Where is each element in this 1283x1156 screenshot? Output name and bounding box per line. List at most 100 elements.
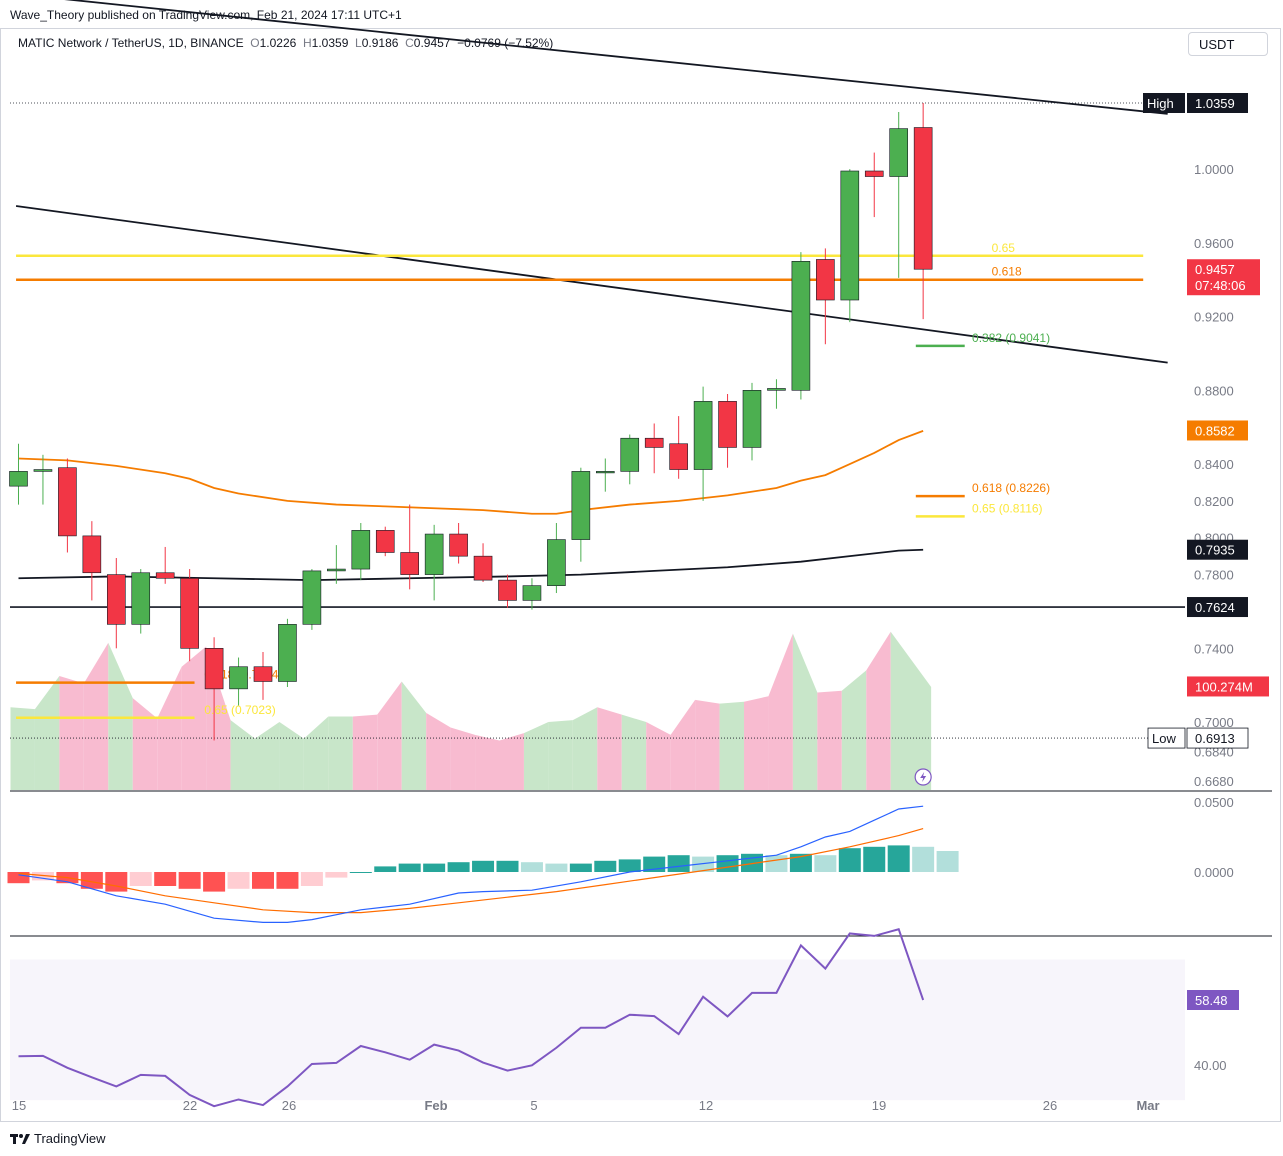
volume-profile-segment — [744, 696, 769, 790]
high-tag-bg — [1143, 93, 1185, 113]
candle-body — [155, 572, 175, 579]
footer-brand: TradingView — [10, 1131, 106, 1146]
time-tick-label: 26 — [282, 1098, 296, 1113]
candle-body — [400, 552, 420, 575]
volume-profile-segment — [475, 734, 500, 790]
volume-profile-segment — [401, 681, 427, 790]
price-tick-label: 0.9200 — [1194, 310, 1234, 325]
high-value-bg — [1187, 93, 1248, 113]
macd-histogram-bar — [789, 853, 812, 872]
candle-body — [693, 401, 713, 470]
time-tick-label: 26 — [1043, 1098, 1057, 1113]
macd-histogram-bar — [814, 855, 837, 872]
macd-histogram-bar — [7, 872, 30, 884]
candle-body — [791, 261, 811, 391]
candle-body — [840, 170, 860, 301]
macd-histogram-bar — [569, 863, 592, 872]
fib-label: 0.65 (0.8116) — [972, 501, 1043, 515]
time-tick-label: 22 — [183, 1098, 197, 1113]
price-label-value: 0.7624 — [1195, 600, 1235, 615]
macd-histogram-bar — [129, 872, 152, 886]
chart-frame — [0, 28, 1281, 1122]
macd-histogram-bar — [912, 846, 935, 872]
volume-profile-segment — [670, 699, 696, 790]
price-label-bg — [1187, 259, 1260, 296]
time-tick-label: Feb — [424, 1098, 447, 1113]
candle-body — [571, 471, 591, 540]
rsi-line — [18, 928, 925, 1108]
candle-body — [449, 533, 468, 557]
macd-histogram-bar — [887, 845, 910, 872]
volume-profile-segment — [572, 707, 598, 790]
macd-histogram-bar — [325, 872, 348, 878]
volume-profile-segment — [646, 722, 671, 790]
high-label: H — [303, 36, 312, 50]
high-value-label: 1.0359 — [1195, 96, 1235, 111]
macd-histogram-bar — [203, 872, 226, 892]
macd-histogram-bar — [276, 872, 299, 889]
candle-body — [131, 572, 151, 625]
time-tick-label: 15 — [12, 1098, 26, 1113]
price-label-value: 0.8582 — [1195, 423, 1235, 438]
volume-profile-segment — [132, 698, 158, 790]
volume-profile-segment — [866, 631, 891, 790]
price-label-bg — [1187, 539, 1248, 560]
volume-profile-segment — [548, 720, 573, 790]
high-tag-label: High — [1147, 96, 1174, 111]
volume-profile-segment — [157, 666, 182, 790]
candle-body — [9, 471, 28, 487]
macd-histogram-bar — [692, 856, 715, 872]
macd-histogram-bar — [31, 872, 54, 881]
lightning-glyph — [920, 772, 927, 782]
price-label-bg — [1187, 420, 1248, 441]
trendline — [15, 205, 1168, 364]
price-tick-label: 0.7400 — [1194, 641, 1234, 656]
time-tick-label: 12 — [699, 1098, 713, 1113]
low-value-bg — [1186, 727, 1249, 749]
macd-histogram-bar — [374, 866, 397, 872]
low-tag-bg — [1147, 727, 1186, 749]
price-label-value: 100.274M — [1195, 679, 1253, 694]
volume-profile-segment — [230, 720, 255, 790]
candle-body — [620, 437, 640, 472]
rsi-tick-label: 40.00 — [1194, 1058, 1227, 1073]
volume-profile-segment — [59, 675, 84, 790]
candle-body — [595, 471, 615, 474]
time-tick-label: 19 — [872, 1098, 886, 1113]
tradingview-logo-icon — [10, 1133, 30, 1144]
macd-histogram-bar — [496, 860, 519, 872]
candle-body — [522, 585, 542, 601]
low-value-label: 0.6913 — [1195, 731, 1235, 746]
candle-body — [718, 401, 737, 448]
candle-body — [58, 467, 77, 537]
price-tick-label: 0.8200 — [1194, 494, 1234, 509]
macd-histogram-bar — [545, 863, 568, 872]
price-tick-label: 0.8400 — [1194, 457, 1234, 472]
candle-body — [816, 259, 835, 301]
volume-profile-segment — [377, 681, 402, 790]
price-tick-label: 0.7000 — [1194, 715, 1234, 730]
time-tick-label: 5 — [530, 1098, 537, 1113]
price-tick-label: 1.0000 — [1194, 162, 1234, 177]
macd-histogram-bar — [765, 855, 788, 872]
volume-profile-segment — [10, 707, 35, 790]
volume-profile-segment — [108, 642, 133, 790]
macd-histogram-bar — [178, 872, 201, 889]
currency-button[interactable]: USDT — [1188, 32, 1268, 56]
macd-histogram-bar — [838, 848, 861, 872]
volume-profile-segment — [279, 722, 304, 790]
candle-body — [204, 648, 224, 690]
candle-body — [253, 666, 273, 682]
price-tick-label: 0.8800 — [1194, 383, 1234, 398]
macd-histogram-bar — [618, 859, 641, 872]
ema50-line — [18, 430, 924, 515]
macd-histogram-bar — [594, 860, 617, 872]
volume-profile-segment — [303, 716, 329, 790]
macd-histogram-bar — [349, 872, 372, 873]
price-tick-label: 0.6680 — [1194, 774, 1234, 789]
open-label: O — [250, 36, 260, 50]
candle-body — [473, 555, 493, 581]
symbol-title: MATIC Network / TetherUS, 1D, BINANCE — [18, 36, 244, 50]
fib-label: 0.618 (0.8226) — [972, 481, 1050, 495]
